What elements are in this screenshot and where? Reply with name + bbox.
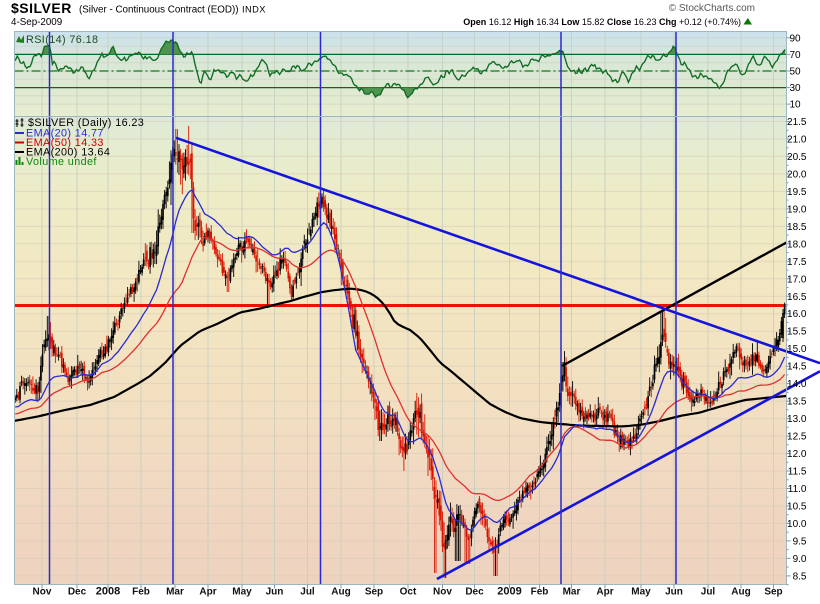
svg-text:INDX: INDX (242, 5, 266, 15)
svg-text:Feb: Feb (132, 587, 150, 598)
svg-text:Sep: Sep (365, 587, 383, 598)
svg-text:© StockCharts.com: © StockCharts.com (669, 3, 755, 14)
svg-text:Aug: Aug (331, 587, 350, 598)
svg-text:Sep: Sep (764, 587, 782, 598)
svg-text:$SILVER: $SILVER (11, 0, 72, 16)
svg-text:Dec: Dec (68, 587, 87, 598)
svg-text:8.5: 8.5 (793, 571, 807, 582)
svg-text:20.0: 20.0 (787, 169, 807, 180)
svg-text:90: 90 (790, 33, 802, 44)
svg-text:Apr: Apr (199, 587, 216, 598)
svg-text:15.5: 15.5 (787, 327, 807, 338)
svg-text:Jun: Jun (266, 587, 284, 598)
svg-text:30: 30 (790, 83, 802, 94)
svg-text:4-Sep-2009: 4-Sep-2009 (11, 17, 62, 28)
svg-text:Nov: Nov (433, 587, 452, 598)
svg-text:10: 10 (790, 100, 802, 111)
svg-text:EMA(50) 14.33: EMA(50) 14.33 (26, 137, 104, 149)
svg-text:Oct: Oct (400, 587, 417, 598)
svg-text:Mar: Mar (563, 587, 581, 598)
svg-text:19.0: 19.0 (787, 204, 807, 215)
svg-text:17.0: 17.0 (787, 274, 807, 285)
svg-text:Jun: Jun (665, 587, 683, 598)
svg-text:EMA(200) 13.64: EMA(200) 13.64 (26, 147, 110, 159)
svg-text:Volume undef: Volume undef (26, 156, 97, 168)
svg-text:18.5: 18.5 (787, 222, 807, 233)
svg-text:Aug: Aug (731, 587, 750, 598)
svg-text:RSI(14) 76.18: RSI(14) 76.18 (26, 34, 98, 46)
svg-text:May: May (631, 587, 651, 598)
svg-text:20.5: 20.5 (787, 152, 807, 163)
svg-text:Dec: Dec (465, 587, 484, 598)
svg-text:50: 50 (790, 67, 802, 78)
svg-text:9.0: 9.0 (793, 554, 807, 565)
svg-text:10.5: 10.5 (787, 501, 807, 512)
svg-text:11.0: 11.0 (788, 484, 807, 495)
svg-text:$SILVER (Daily) 16.23: $SILVER (Daily) 16.23 (28, 117, 144, 129)
svg-text:Jul: Jul (300, 587, 315, 598)
svg-text:21.5: 21.5 (787, 117, 807, 128)
svg-text:14.0: 14.0 (787, 379, 807, 390)
svg-text:70: 70 (790, 50, 802, 61)
svg-text:12.5: 12.5 (787, 432, 807, 443)
svg-text:Nov: Nov (33, 587, 52, 598)
svg-text:Feb: Feb (531, 587, 549, 598)
svg-text:Open 16.12 High 16.34 Low 15.8: Open 16.12 High 16.34 Low 15.82 Close 16… (463, 17, 741, 27)
svg-text:15.0: 15.0 (787, 344, 807, 355)
svg-text:14.5: 14.5 (787, 362, 807, 373)
svg-text:16.5: 16.5 (787, 292, 807, 303)
svg-text:9.5: 9.5 (793, 536, 807, 547)
svg-text:Jul: Jul (701, 587, 716, 598)
svg-text:16.0: 16.0 (787, 309, 807, 320)
svg-text:EMA(20) 14.77: EMA(20) 14.77 (26, 128, 104, 140)
svg-text:17.5: 17.5 (787, 257, 807, 268)
svg-text:19.5: 19.5 (787, 187, 807, 198)
svg-text:Mar: Mar (166, 587, 184, 598)
svg-text:10.0: 10.0 (787, 519, 807, 530)
svg-text:12.0: 12.0 (787, 449, 807, 460)
svg-text:2008: 2008 (96, 586, 120, 598)
svg-text:(Silver - Continuous Contract: (Silver - Continuous Contract (EOD)) (79, 5, 239, 16)
svg-text:Apr: Apr (596, 587, 613, 598)
svg-text:13.0: 13.0 (787, 414, 807, 425)
svg-text:2009: 2009 (497, 586, 521, 598)
svg-text:13.5: 13.5 (787, 397, 807, 408)
svg-text:18.0: 18.0 (787, 239, 807, 250)
svg-text:21.0: 21.0 (787, 134, 807, 145)
svg-text:May: May (232, 587, 252, 598)
svg-text:11.5: 11.5 (788, 467, 807, 478)
